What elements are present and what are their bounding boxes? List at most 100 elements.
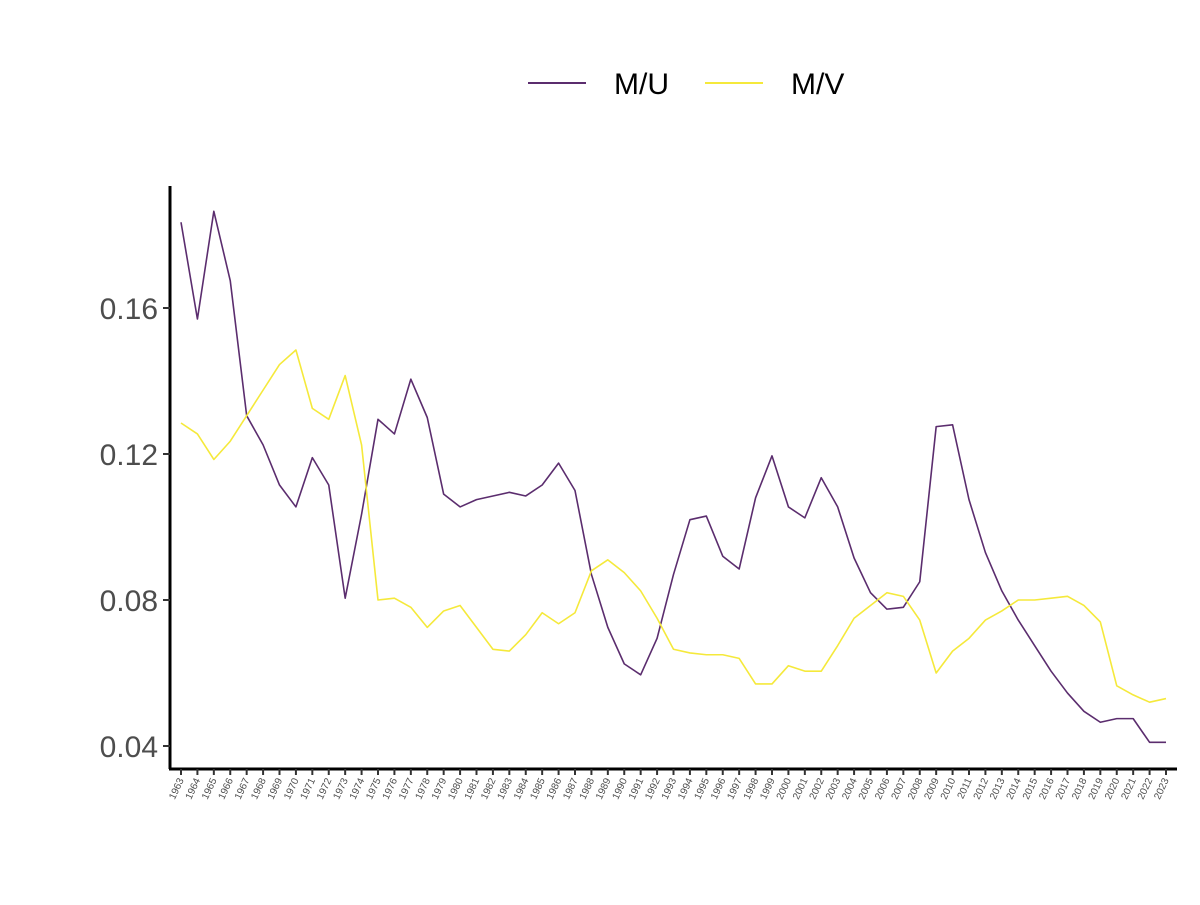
data-point-mv <box>788 665 790 667</box>
data-point-mu <box>312 457 314 459</box>
data-point-mu <box>886 608 888 610</box>
data-point-mv <box>1017 599 1019 601</box>
data-point-mv <box>919 619 921 621</box>
data-point-mv <box>837 645 839 647</box>
data-point-mu <box>903 607 905 609</box>
data-point-mu <box>837 506 839 508</box>
data-point-mv <box>640 590 642 592</box>
series-group <box>180 210 1167 744</box>
data-point-mv <box>755 683 757 685</box>
data-point-mu <box>738 568 740 570</box>
data-point-mv <box>574 612 576 614</box>
x-ticks: 1963196419651966196719681969197019711972… <box>167 769 1172 801</box>
data-point-mu <box>1017 619 1019 621</box>
data-point-mu <box>344 597 346 599</box>
data-point-mv <box>591 570 593 572</box>
data-point-mu <box>870 592 872 594</box>
data-point-mu <box>476 499 478 501</box>
data-point-mu <box>279 484 281 486</box>
data-point-mv <box>656 617 658 619</box>
data-point-mv <box>476 627 478 629</box>
legend-label-mv: M/V <box>791 68 844 101</box>
data-point-mu <box>410 378 412 380</box>
data-point-mu <box>426 417 428 419</box>
data-point-mv <box>673 648 675 650</box>
data-point-mu <box>541 484 543 486</box>
data-point-mv <box>1001 610 1003 612</box>
axes <box>168 186 1177 771</box>
data-point-mu <box>1165 742 1167 744</box>
series-line-mv <box>180 349 1167 704</box>
data-point-mu <box>492 495 494 497</box>
data-point-mv <box>295 349 297 351</box>
y-tick-label: 0.04 <box>100 731 158 764</box>
data-point-mv <box>394 597 396 599</box>
x-tick-label: 2010 <box>939 776 959 801</box>
data-point-mu <box>656 638 658 640</box>
data-point-mv <box>985 619 987 621</box>
data-point-mv <box>279 364 281 366</box>
data-point-mu <box>1034 645 1036 647</box>
data-point-mu <box>952 424 954 426</box>
data-point-mv <box>738 658 740 660</box>
data-point-mu <box>706 515 708 517</box>
data-point-mu <box>459 506 461 508</box>
data-point-mv <box>312 408 314 410</box>
data-point-mu <box>361 513 363 515</box>
data-point-mv <box>1050 597 1052 599</box>
y-tick-label: 0.12 <box>100 439 158 472</box>
data-point-mv <box>558 623 560 625</box>
data-point-mu <box>377 419 379 421</box>
data-point-mv <box>1083 605 1085 607</box>
data-point-mu <box>722 555 724 557</box>
data-point-mu <box>968 499 970 501</box>
data-point-mv <box>1165 698 1167 700</box>
data-point-mu <box>262 444 264 446</box>
data-point-mv <box>361 444 363 446</box>
data-point-mv <box>443 610 445 612</box>
data-point-mu <box>919 581 921 583</box>
x-tick-label: 2023 <box>1152 776 1172 801</box>
data-point-mv <box>262 389 264 391</box>
data-point-mv <box>344 375 346 377</box>
data-point-mu <box>509 492 511 494</box>
data-point-mv <box>935 672 937 674</box>
data-point-mu <box>443 493 445 495</box>
data-point-mv <box>246 415 248 417</box>
data-point-mu <box>328 484 330 486</box>
data-point-mv <box>968 638 970 640</box>
y-ticks: 0.04 0.08 0.12 0.16 <box>100 293 170 764</box>
data-point-mu <box>1050 670 1052 672</box>
data-point-mu <box>295 506 297 508</box>
data-point-mv <box>706 654 708 656</box>
legend-label-mu: M/U <box>614 68 669 101</box>
data-point-mu <box>558 462 560 464</box>
data-point-mv <box>903 596 905 598</box>
data-point-mv <box>853 617 855 619</box>
data-point-mu <box>1067 692 1069 694</box>
data-point-mu <box>788 506 790 508</box>
data-point-mu <box>673 574 675 576</box>
data-point-mu <box>640 674 642 676</box>
data-point-mu <box>1083 711 1085 713</box>
data-point-mv <box>197 433 199 435</box>
data-point-mu <box>1132 718 1134 720</box>
y-tick-label: 0.08 <box>100 585 158 618</box>
data-point-mu <box>1001 590 1003 592</box>
data-point-mv <box>1132 694 1134 696</box>
data-point-mu <box>689 519 691 521</box>
data-point-mu <box>180 221 182 223</box>
data-point-mu <box>1116 718 1118 720</box>
data-point-mu <box>574 490 576 492</box>
data-point-mu <box>771 455 773 457</box>
data-point-mu <box>213 210 215 212</box>
data-point-mv <box>541 612 543 614</box>
data-point-mv <box>623 572 625 574</box>
data-point-mv <box>804 670 806 672</box>
data-point-mu <box>820 477 822 479</box>
data-point-mv <box>771 683 773 685</box>
data-point-mv <box>1034 599 1036 601</box>
data-point-mv <box>459 605 461 607</box>
